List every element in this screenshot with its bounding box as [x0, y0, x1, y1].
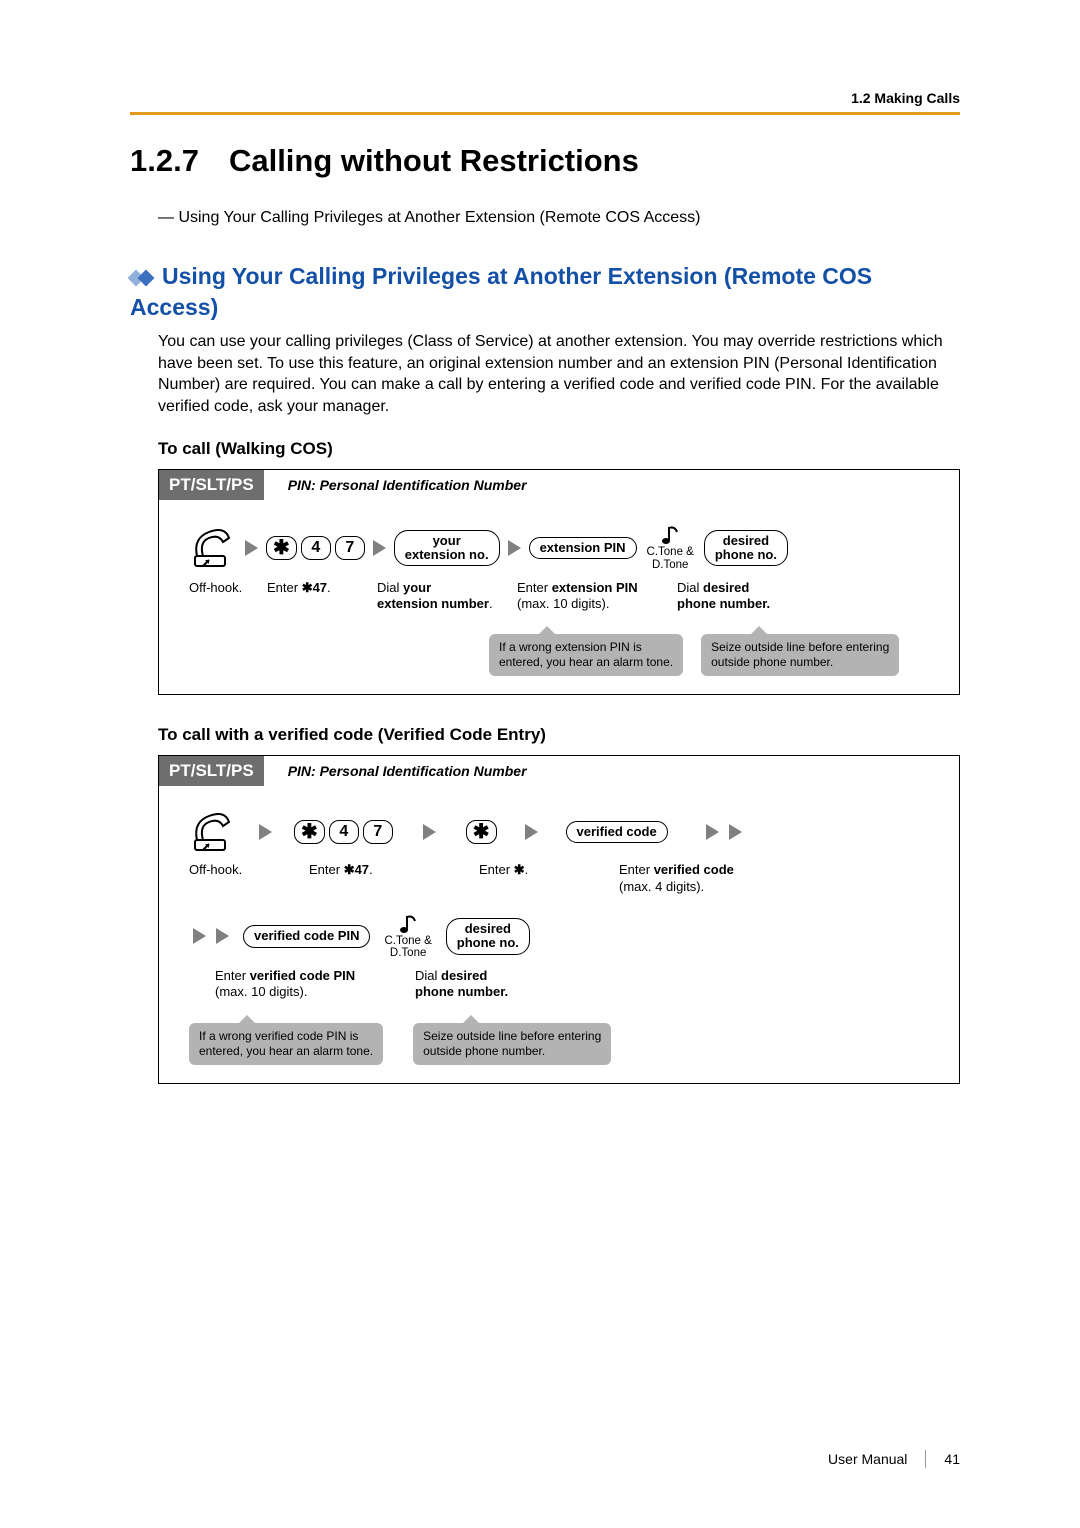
key-4: 4	[301, 536, 331, 560]
procedure1-title: To call (Walking COS)	[158, 439, 960, 459]
note-seize-line: Seize outside line before entering outsi…	[701, 634, 899, 676]
device-tag: PT/SLT/PS	[159, 756, 264, 786]
pill-line: phone no.	[715, 548, 777, 562]
cap-verified-code: Enter verified code (max. 4 digits).	[619, 862, 789, 895]
subsection-text: Using Your Calling Privileges at Another…	[130, 263, 872, 320]
cap-dial-desired: Dial desired phone number.	[415, 968, 575, 1001]
pill-line: your	[405, 534, 489, 548]
procedure2-title: To call with a verified code (Verified C…	[158, 725, 960, 745]
section-title: 1.2.7 Calling without Restrictions	[130, 143, 960, 179]
arrow-icon	[373, 540, 386, 556]
cap-vpin: Enter verified code PIN (max. 10 digits)…	[215, 968, 415, 1001]
note-line: Seize outside line before entering	[711, 640, 889, 654]
section-text: Calling without Restrictions	[229, 143, 639, 178]
key-star: ✱	[294, 820, 325, 844]
page-footer: User Manual 41	[828, 1450, 960, 1468]
running-header: 1.2 Making Calls	[130, 90, 960, 106]
cap-dial-desired: Dial desired phone number.	[677, 580, 817, 613]
arrow-icon	[259, 824, 272, 840]
note-line: outside phone number.	[423, 1044, 545, 1058]
note-line: If a wrong extension PIN is	[499, 640, 642, 654]
pill-line: extension no.	[405, 548, 489, 562]
arrow-icon	[245, 540, 258, 556]
key-7: 7	[335, 536, 365, 560]
pin-note: PIN: Personal Identification Number	[288, 477, 527, 493]
cap-enter47: Enter ✱47.	[267, 580, 377, 613]
section-number: 1.2.7	[130, 143, 199, 178]
cap-ext-pin: Enter extension PIN (max. 10 digits).	[517, 580, 677, 613]
footer-separator	[925, 1450, 926, 1468]
cap-offhook: Off-hook.	[189, 862, 309, 895]
your-extension-pill: your extension no.	[394, 530, 500, 567]
pill-line: desired	[715, 534, 777, 548]
pill-line: desired	[457, 922, 519, 936]
procedure2-box: PT/SLT/PS PIN: Personal Identification N…	[158, 755, 960, 1083]
arrow-icon	[508, 540, 521, 556]
pill-line: phone no.	[457, 936, 519, 950]
cap-enter47: Enter ✱47.	[309, 862, 479, 895]
note-wrong-vpin: If a wrong verified code PIN is entered,…	[189, 1023, 383, 1065]
cap-enter-star: Enter ✱.	[479, 862, 619, 895]
toc-line: — Using Your Calling Privileges at Anoth…	[158, 209, 960, 227]
verified-code-pill: verified code	[566, 821, 668, 843]
key-star: ✱	[266, 536, 297, 560]
note-line: If a wrong verified code PIN is	[199, 1029, 358, 1043]
note-line: entered, you hear an alarm tone.	[199, 1044, 373, 1058]
key-7: 7	[363, 820, 393, 844]
note-seize-line: Seize outside line before entering outsi…	[413, 1023, 611, 1065]
note-line: entered, you hear an alarm tone.	[499, 655, 673, 669]
key-star-2: ✱	[466, 820, 497, 844]
footer-label: User Manual	[828, 1451, 907, 1467]
double-arrow-icon	[189, 928, 233, 944]
arrow-icon	[525, 824, 538, 840]
cap-offhook: Off-hook.	[189, 580, 267, 613]
procedure1-box: PT/SLT/PS PIN: Personal Identification N…	[158, 469, 960, 695]
separator-rule	[130, 112, 960, 115]
tone-l1: C.Tone &	[647, 546, 694, 559]
tone-l1: C.Tone &	[384, 935, 431, 948]
note-line: Seize outside line before entering	[423, 1029, 601, 1043]
tone-icon	[397, 913, 419, 935]
arrow-icon	[423, 824, 436, 840]
tone-l2: D.Tone	[390, 947, 426, 960]
device-tag: PT/SLT/PS	[159, 470, 264, 500]
diamond-bullet-icon	[130, 270, 158, 286]
cap-dial-your: Dial your extension number.	[377, 580, 517, 613]
verified-code-pin-pill: verified code PIN	[243, 925, 370, 947]
extension-pin-pill: extension PIN	[529, 537, 637, 559]
desired-phone-pill: desired phone no.	[446, 918, 530, 955]
intro-paragraph: You can use your calling privileges (Cla…	[158, 331, 960, 417]
pin-note: PIN: Personal Identification Number	[288, 763, 527, 779]
desired-phone-pill: desired phone no.	[704, 530, 788, 567]
note-line: outside phone number.	[711, 655, 833, 669]
offhook-icon	[189, 810, 237, 854]
tone-icon	[659, 524, 681, 546]
key-4: 4	[329, 820, 359, 844]
footer-page: 41	[944, 1451, 960, 1467]
note-wrong-pin: If a wrong extension PIN is entered, you…	[489, 634, 683, 676]
double-arrow-icon	[702, 824, 746, 840]
subsection-title: Using Your Calling Privileges at Another…	[130, 261, 960, 323]
tone-l2: D.Tone	[652, 559, 688, 572]
offhook-icon	[189, 526, 237, 570]
